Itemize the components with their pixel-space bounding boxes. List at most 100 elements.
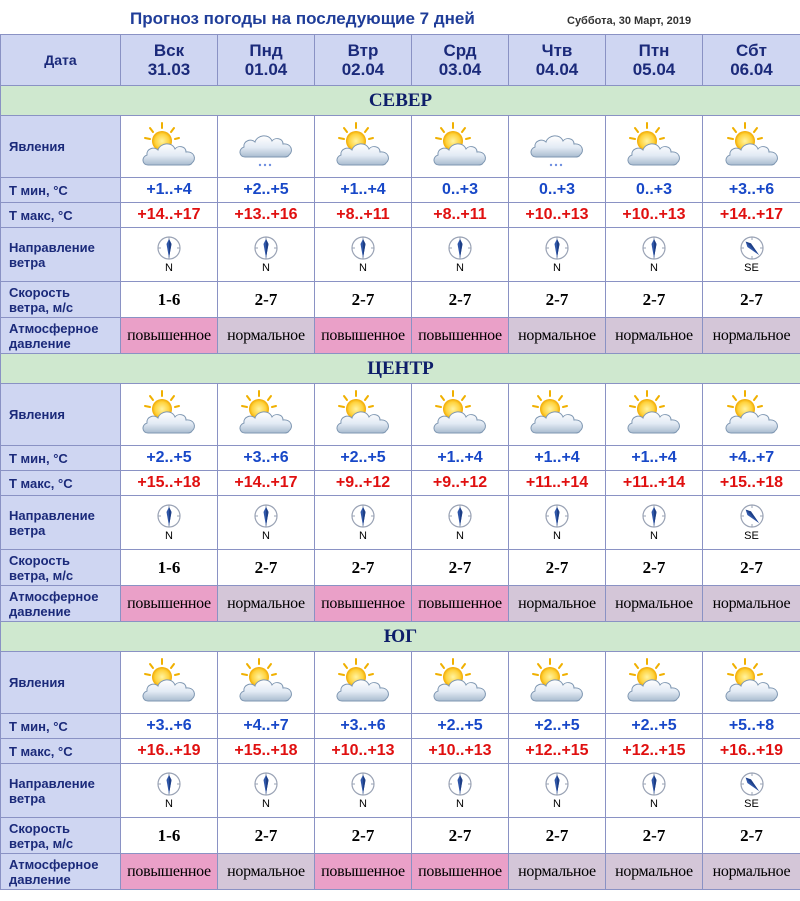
tmin-value: +4..+7 bbox=[217, 713, 315, 739]
tmin-row: Т мин, °С +3..+6 +4..+7 +3..+6 +2..+5 +2..+5 +… bbox=[0, 713, 800, 739]
tmin-label: Т мин, °С bbox=[0, 177, 121, 203]
day-header: Пнд 01.04 bbox=[217, 34, 315, 86]
day-of-week: Пнд bbox=[249, 41, 283, 60]
phenomena-row: Явления bbox=[0, 115, 800, 178]
label-line: Направление bbox=[9, 239, 95, 255]
wind-direction-name: SE bbox=[744, 798, 759, 810]
tmin-label: Т мин, °С bbox=[0, 713, 121, 739]
tmin-value: +1..+4 bbox=[120, 177, 218, 203]
pressure-row: Атмосферное давление повышенное нормальное п… bbox=[0, 585, 800, 622]
tmax-value: +8..+11 bbox=[314, 202, 412, 228]
compass-arrow-icon bbox=[641, 235, 667, 261]
weather-cell bbox=[217, 115, 315, 178]
pressure-row: Атмосферное давление повышенное нормальное п… bbox=[0, 317, 800, 354]
tmax-value: +11..+14 bbox=[508, 470, 606, 496]
weather-cell bbox=[120, 115, 218, 178]
wind-speed-value: 2-7 bbox=[605, 549, 703, 586]
pressure-value: нормальное bbox=[605, 317, 703, 354]
pressure-value: нормальное bbox=[217, 585, 315, 622]
weather-cell bbox=[508, 115, 606, 178]
wind-speed-value: 2-7 bbox=[605, 281, 703, 318]
wind-speed-row: Скорость ветра, м/с 1-6 2-7 2-7 2-7 2-7 2-7 2-7 bbox=[0, 817, 800, 854]
phenomena-row: Явления bbox=[0, 383, 800, 446]
pressure-value: нормальное bbox=[702, 585, 800, 622]
partly-cloudy-sun-icon bbox=[138, 657, 200, 709]
partly-cloudy-sun-icon bbox=[721, 389, 783, 441]
region-header: СЕВЕР bbox=[0, 85, 800, 116]
wind-direction-name: N bbox=[650, 262, 658, 274]
tmin-value: +1..+4 bbox=[508, 445, 606, 471]
pressure-value: повышенное bbox=[314, 585, 412, 622]
wind-direction-name: SE bbox=[744, 530, 759, 542]
phenomena-label: Явления bbox=[0, 115, 121, 178]
pressure-value: нормальное bbox=[702, 853, 800, 890]
wind-speed-value: 2-7 bbox=[411, 817, 509, 854]
compass-arrow-icon bbox=[156, 235, 182, 261]
wind-direction-name: N bbox=[262, 798, 270, 810]
region-name: СЕВЕР bbox=[0, 85, 800, 116]
tmin-value: 0..+3 bbox=[508, 177, 606, 203]
day-header: Чтв 04.04 bbox=[508, 34, 606, 86]
wind-direction-row: Направление ветра N N N N N N SE bbox=[0, 495, 800, 550]
wind-direction-name: N bbox=[650, 530, 658, 542]
tmax-value: +10..+13 bbox=[508, 202, 606, 228]
wind-speed-value: 2-7 bbox=[217, 817, 315, 854]
weather-cell bbox=[508, 383, 606, 446]
tmax-value: +15..+18 bbox=[120, 470, 218, 496]
wind-direction-name: N bbox=[359, 530, 367, 542]
wind-direction-name: N bbox=[456, 798, 464, 810]
region-header: ЦЕНТР bbox=[0, 353, 800, 384]
tmin-value: +1..+4 bbox=[314, 177, 412, 203]
weather-cell bbox=[120, 651, 218, 714]
weather-cell bbox=[411, 115, 509, 178]
day-header: Птн 05.04 bbox=[605, 34, 703, 86]
tmin-value: +2..+5 bbox=[314, 445, 412, 471]
wind-direction-name: N bbox=[359, 798, 367, 810]
compass-arrow-icon bbox=[350, 503, 376, 529]
label-line: ветра bbox=[9, 790, 46, 806]
wind-direction-name: N bbox=[553, 262, 561, 274]
weather-cell bbox=[605, 115, 703, 178]
wind-direction-label: Направление ветра bbox=[0, 495, 121, 550]
tmin-value: +3..+6 bbox=[217, 445, 315, 471]
wind-direction-cell: N bbox=[120, 495, 218, 550]
label-line: Скорость bbox=[9, 552, 70, 568]
pressure-value: повышенное bbox=[120, 853, 218, 890]
tmin-label: Т мин, °С bbox=[0, 445, 121, 471]
tmin-value: +2..+5 bbox=[411, 713, 509, 739]
day-date: 01.04 bbox=[244, 60, 288, 79]
weather-cell bbox=[217, 383, 315, 446]
label-line: Направление bbox=[9, 775, 95, 791]
pressure-value: нормальное bbox=[217, 317, 315, 354]
partly-cloudy-sun-icon bbox=[235, 657, 297, 709]
tmax-label: Т макс, °С bbox=[0, 738, 121, 764]
header-row: Дата Вск 31.03 Пнд 01.04 Втр 02.04 Срд 03.04 Чтв 0… bbox=[0, 34, 800, 86]
compass-arrow-icon bbox=[253, 503, 279, 529]
partly-cloudy-sun-icon bbox=[138, 389, 200, 441]
cloudy-light-snow-icon bbox=[526, 121, 588, 173]
tmin-value: 0..+3 bbox=[605, 177, 703, 203]
partly-cloudy-sun-icon bbox=[623, 121, 685, 173]
tmax-value: +10..+13 bbox=[605, 202, 703, 228]
pressure-value: нормальное bbox=[508, 585, 606, 622]
compass-arrow-icon bbox=[641, 503, 667, 529]
partly-cloudy-sun-icon bbox=[235, 389, 297, 441]
wind-speed-value: 2-7 bbox=[702, 817, 800, 854]
day-date: 03.04 bbox=[438, 60, 482, 79]
weather-cell bbox=[314, 115, 412, 178]
tmax-value: +15..+18 bbox=[702, 470, 800, 496]
phenomena-row: Явления bbox=[0, 651, 800, 714]
partly-cloudy-sun-icon bbox=[526, 389, 588, 441]
day-header: Сбт 06.04 bbox=[702, 34, 800, 86]
wind-speed-value: 2-7 bbox=[217, 549, 315, 586]
pressure-value: повышенное bbox=[411, 317, 509, 354]
wind-direction-cell: N bbox=[411, 763, 509, 818]
partly-cloudy-sun-icon bbox=[332, 121, 394, 173]
day-date: 04.04 bbox=[535, 60, 579, 79]
partly-cloudy-sun-icon bbox=[721, 657, 783, 709]
label-line: давление bbox=[9, 335, 71, 351]
tmax-value: +16..+19 bbox=[120, 738, 218, 764]
pressure-value: повышенное bbox=[314, 853, 412, 890]
label-line: давление bbox=[9, 603, 71, 619]
wind-speed-value: 2-7 bbox=[314, 549, 412, 586]
